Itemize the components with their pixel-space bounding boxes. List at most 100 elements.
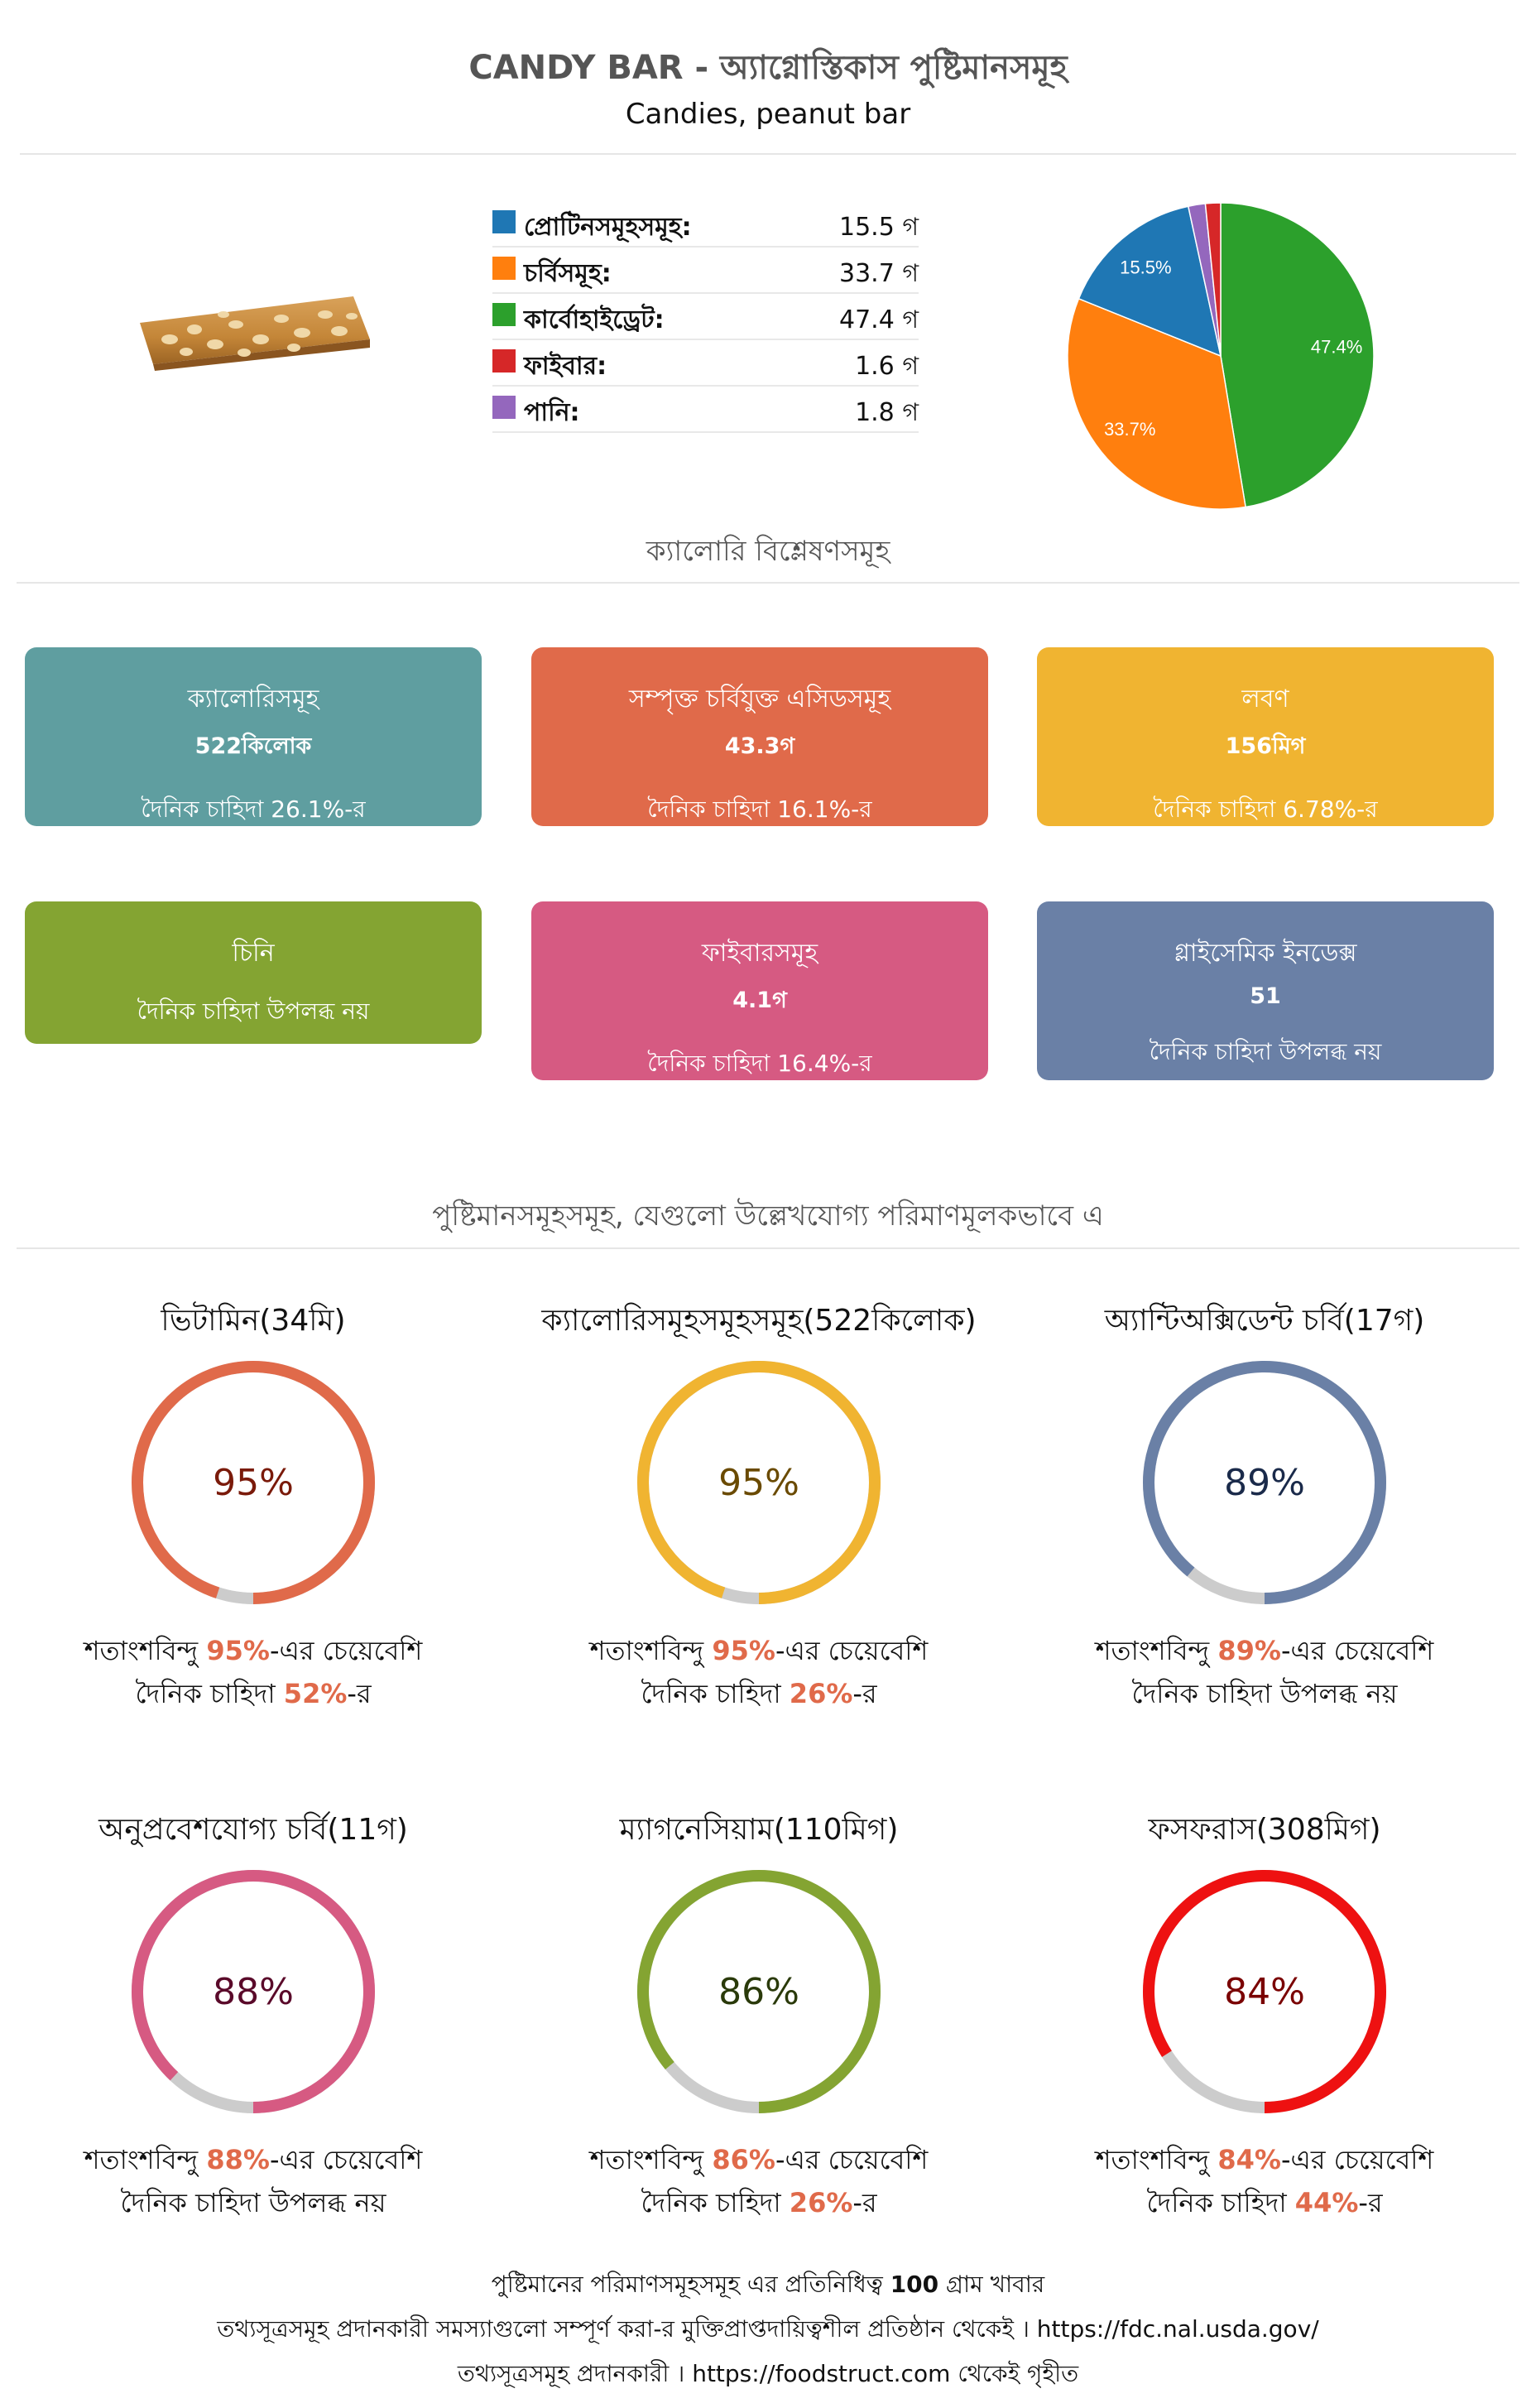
legend-item: কার্বোহাইড্রেট: 47.4 গ (492, 293, 919, 340)
card-value: 4.1গ (732, 988, 787, 1013)
caption-text: -র (852, 2187, 877, 2218)
nutrition-card: ক্যালোরিসমূহ 522কিলোক দৈনিক চাহিদা 26.1%-র (25, 647, 482, 826)
legend-swatch (492, 210, 516, 233)
card-note: দৈনিক চাহিদা 6.78%-র (1153, 795, 1378, 823)
caption-text: শতাংশবিন্দু (84, 2144, 207, 2175)
legend-value: 15.5 গ (839, 207, 919, 249)
header-divider (20, 153, 1516, 155)
gauge-percent: 86% (718, 1971, 799, 2013)
legend-number: 1.8 (855, 398, 895, 427)
gauge-fill (132, 1361, 375, 1604)
section1-divider (17, 582, 1519, 584)
gauge-ring: 95% (132, 1361, 375, 1604)
gauge-title: অ্যান্টিঅক্সিডেন্ট চর্বি(17গ) (1104, 1304, 1425, 1338)
legend-swatch (492, 349, 516, 372)
legend-item: প্রোটিনসমূহসমূহ: 15.5 গ (492, 200, 919, 248)
gauge-title: ম্যাগনেসিয়াম(110মিগ) (619, 1813, 899, 1847)
gauge-caption-line1: শতাংশবিন্দু 95%-এর চেয়েবেশি (511, 1629, 1007, 1672)
caption-percent: 84% (1217, 2144, 1281, 2175)
legend-value: 1.6 গ (855, 346, 919, 388)
legend-value: 47.4 গ (839, 300, 919, 342)
caption-text: দৈনিক চাহিদা উপলব্ধ নয় (1131, 1678, 1398, 1709)
legend-unit: গ (902, 213, 919, 242)
legend-label: পানি: (524, 398, 580, 427)
gauge-ring: 95% (637, 1361, 881, 1604)
gauge-percent: 88% (213, 1971, 294, 2013)
gauge-ring: 84% (1143, 1870, 1386, 2113)
gauge-fill (132, 1870, 375, 2113)
gauge-caption-line2: দৈনিক চাহিদা উপলব্ধ নয় (1016, 1672, 1513, 1715)
caption-text: -এর চেয়েবেশি (775, 1635, 929, 1666)
nutrition-card: লবণ 156মিগ দৈনিক চাহিদা 6.78%-র (1037, 647, 1494, 826)
gauge-caption: শতাংশবিন্দু 84%-এর চেয়েবেশি দৈনিক চাহিদা… (1016, 2138, 1513, 2224)
caption-text: শতাংশবিন্দু (1095, 2144, 1218, 2175)
gauge-title: অনুপ্রবেশযোগ্য চর্বি(11গ) (98, 1813, 408, 1847)
gauge-caption-line1: শতাংশবিন্দু 88%-এর চেয়েবেশি (5, 2138, 502, 2181)
legend-label: চর্বিসমূহ: (524, 259, 612, 288)
gauge-ring: 88% (132, 1870, 375, 2113)
caption-text: -র (852, 1678, 877, 1709)
caption-text: দৈনিক চাহিদা (1146, 2187, 1295, 2218)
legend-number: 33.7 (838, 259, 895, 288)
caption-percent: 89% (1217, 1635, 1281, 1666)
caption-text: দৈনিক চাহিদা (135, 1678, 284, 1709)
gauge-caption-line2: দৈনিক চাহিদা 52%-র (5, 1672, 502, 1715)
legend-number: 1.6 (855, 352, 895, 381)
legend-swatch (492, 303, 516, 326)
legend-item: চর্বিসমূহ: 33.7 গ (492, 247, 919, 294)
gauge-caption-line2: দৈনিক চাহিদা উপলব্ধ নয় (5, 2181, 502, 2224)
caption-text: দৈনিক চাহিদা উপলব্ধ নয় (120, 2187, 386, 2218)
pie-chart: 47.4% 33.7% 15.5% (1067, 202, 1375, 510)
caption-text: দৈনিক চাহিদা (641, 2187, 790, 2218)
legend-swatch (492, 396, 516, 419)
card-note: দৈনিক চাহিদা 26.1%-র (141, 795, 366, 823)
legend-unit: গ (902, 398, 919, 427)
gauge-percent: 95% (213, 1462, 294, 1504)
caption-percent: 88% (206, 2144, 270, 2175)
pie-slice (1067, 297, 1246, 510)
gauge-caption-line2: দৈনিক চাহিদা 26%-র (511, 1672, 1007, 1715)
caption-text: -এর চেয়েবেশি (1280, 2144, 1434, 2175)
caption-text: শতাংশবিন্দু (1095, 1635, 1218, 1666)
legend-value: 33.7 গ (839, 253, 919, 296)
legend-item: পানি: 1.8 গ (492, 386, 919, 433)
gauge-caption-line1: শতাংশবিন্দু 86%-এর চেয়েবেশি (511, 2138, 1007, 2181)
pie-slice (1204, 202, 1222, 357)
legend-number: 15.5 (838, 213, 895, 242)
gauge-title: ভিটামিন(34মি) (161, 1304, 346, 1338)
caption-daily-percent: 52% (283, 1678, 348, 1709)
footer-line-2: তথ্যসূত্রসমূহ প্রদানকারী সমস্যাগুলো সম্প… (217, 2315, 1319, 2343)
caption-text: দৈনিক চাহিদা (641, 1678, 790, 1709)
caption-text: শতাংশবিন্দু (589, 1635, 713, 1666)
gauge-percent: 89% (1224, 1462, 1305, 1504)
peanut-bar-image (128, 281, 377, 372)
caption-daily-percent: 26% (789, 1678, 853, 1709)
caption-percent: 86% (712, 2144, 775, 2175)
pie-slice-label: 33.7% (1104, 419, 1155, 440)
footer-line-1: পুষ্টিমানের পরিমাণসমূহসমূহ এর প্রতিনিধিত… (0, 2266, 1536, 2305)
card-note: দৈনিক চাহিদা 16.4%-র (647, 1050, 872, 1077)
nutrition-card: সম্পৃক্ত চর্বিযুক্ত এসিডসমূহ 43.3গ দৈনিক চ… (531, 647, 988, 826)
pie-slice (1220, 202, 1375, 508)
caption-percent: 95% (712, 1635, 775, 1666)
card-note: দৈনিক চাহিদা উপলব্ধ নয় (137, 997, 370, 1025)
card-title: ফাইবারসমূহ (701, 939, 818, 968)
gauge-percent: 84% (1224, 1971, 1305, 2013)
legend-unit: গ (902, 305, 919, 334)
caption-text: -র (347, 1678, 372, 1709)
gauge-caption-line1: শতাংশবিন্দু 89%-এর চেয়েবেশি (1016, 1629, 1513, 1672)
legend-value: 1.8 গ (855, 392, 919, 435)
card-title: লবণ (1241, 685, 1289, 714)
caption-text: শতাংশবিন্দু (589, 2144, 713, 2175)
gauge-caption: শতাংশবিন্দু 89%-এর চেয়েবেশি দৈনিক চাহিদা… (1016, 1629, 1513, 1715)
gauge-title: ফসফরাস(308মিগ) (1148, 1813, 1381, 1847)
gauge-title: ক্যালোরিসমূহসমূহসমূহ(522কিলোক) (541, 1304, 977, 1338)
footer-line-1a: পুষ্টিমানের পরিমাণসমূহসমূহ এর প্রতিনিধিত… (491, 2271, 890, 2298)
caption-daily-percent: 44% (1294, 2187, 1359, 2218)
pie-slice (1078, 205, 1222, 358)
caption-daily-percent: 26% (789, 2187, 853, 2218)
legend-number: 47.4 (838, 305, 895, 334)
gauge-ring: 89% (1143, 1361, 1386, 1604)
gauge-fill (1143, 1361, 1386, 1604)
legend-label: ফাইবার: (524, 352, 607, 381)
